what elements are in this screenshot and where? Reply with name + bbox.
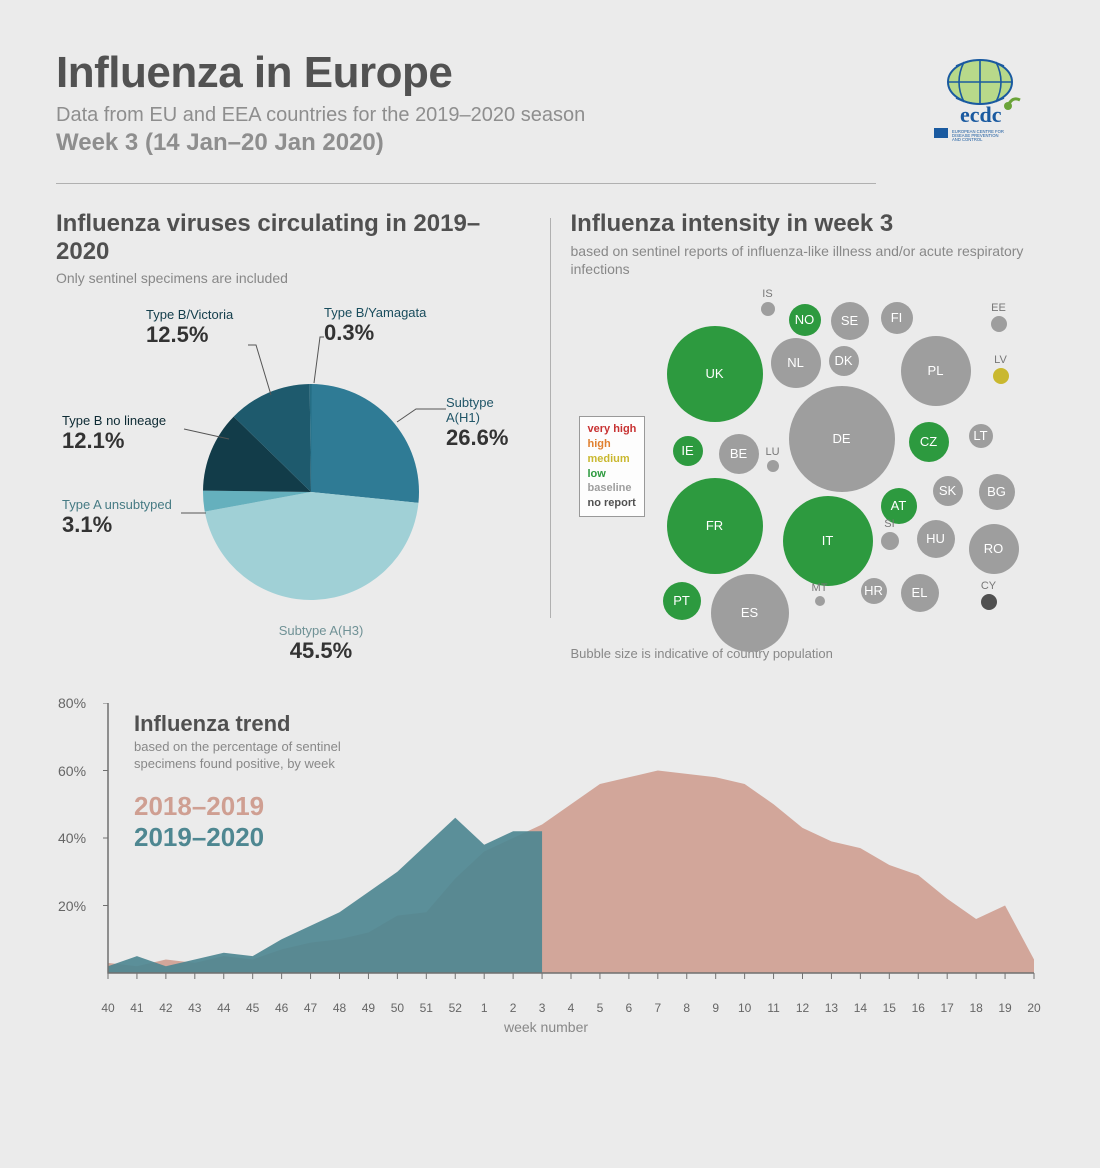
trend-xlabel: week number bbox=[504, 1019, 588, 1035]
ecdc-logo: ecdc EUROPEAN CENTRE FOR DISEASE PREVENT… bbox=[924, 54, 1044, 144]
pie-title: Influenza viruses circulating in 2019–20… bbox=[56, 210, 530, 265]
country-bubble-hr: HR bbox=[861, 578, 887, 604]
bubble-title: Influenza intensity in week 3 bbox=[571, 210, 1045, 238]
country-bubble-de: DE bbox=[789, 386, 895, 492]
country-bubble-no: NO bbox=[789, 304, 821, 336]
country-bubble-it: IT bbox=[783, 496, 873, 586]
country-bubble-cy bbox=[981, 594, 997, 610]
country-bubble-ie: IE bbox=[673, 436, 703, 466]
trend-chart: Influenza trend based on the percentage … bbox=[56, 703, 1036, 1033]
subtitle-source: Data from EU and EEA countries for the 2… bbox=[56, 104, 1044, 127]
country-label: LV bbox=[994, 354, 1007, 366]
country-bubble-pt: PT bbox=[663, 582, 701, 620]
pie-label: Type A unsubtyped3.1% bbox=[62, 497, 172, 538]
pie-label: Subtype A(H3)45.5% bbox=[279, 623, 364, 664]
pie-slice bbox=[310, 384, 312, 492]
intensity-legend: very highhighmediumlowbaselineno report bbox=[579, 416, 646, 517]
country-bubble-si bbox=[881, 532, 899, 550]
pie-chart: Subtype A(H1)26.6% Subtype A(H3)45.5% Type… bbox=[56, 297, 526, 677]
country-bubble-cz: CZ bbox=[909, 422, 949, 462]
country-bubble-dk: DK bbox=[829, 346, 859, 376]
pie-label: Type B no lineage12.1% bbox=[62, 413, 166, 454]
svg-text:AND CONTROL: AND CONTROL bbox=[952, 137, 983, 142]
pie-caption: Only sentinel specimens are included bbox=[56, 269, 530, 287]
pie-panel: Influenza viruses circulating in 2019–20… bbox=[56, 210, 530, 677]
country-label: MT bbox=[812, 582, 828, 594]
header: Influenza in Europe Data from EU and EEA… bbox=[56, 48, 1044, 157]
subtitle-week: Week 3 (14 Jan–20 Jan 2020) bbox=[56, 129, 1044, 157]
country-label: CY bbox=[981, 580, 996, 592]
country-bubble-pl: PL bbox=[901, 336, 971, 406]
bubble-caption: based on sentinel reports of influenza-l… bbox=[571, 242, 1045, 278]
divider bbox=[56, 183, 876, 184]
country-bubble-se: SE bbox=[831, 302, 869, 340]
pie-slice bbox=[203, 417, 311, 492]
country-bubble-fr: FR bbox=[667, 478, 763, 574]
pie-slice bbox=[311, 384, 419, 503]
country-bubble-bg: BG bbox=[979, 474, 1015, 510]
pie-slice bbox=[205, 492, 419, 600]
pie-label: Subtype A(H1)26.6% bbox=[446, 395, 526, 451]
pie-label: Type B/Victoria12.5% bbox=[146, 307, 233, 348]
country-bubble-lt: LT bbox=[969, 424, 993, 448]
trend-series bbox=[108, 771, 1034, 974]
bubble-footnote: Bubble size is indicative of country pop… bbox=[571, 646, 1045, 661]
country-bubble-be: BE bbox=[719, 434, 759, 474]
country-bubble-ee bbox=[991, 316, 1007, 332]
country-bubble-fi: FI bbox=[881, 302, 913, 334]
country-bubble-lv bbox=[993, 368, 1009, 384]
pie-slice bbox=[234, 384, 311, 492]
page-title: Influenza in Europe bbox=[56, 48, 1044, 98]
country-label: LU bbox=[765, 446, 779, 458]
country-bubble-ro: RO bbox=[969, 524, 1019, 574]
country-bubble-es: ES bbox=[711, 574, 789, 652]
bubble-panel: Influenza intensity in week 3 based on s… bbox=[571, 210, 1045, 677]
bubble-chart: ISNOSEFIEEUKNLDKPLLVIEBEDECZLTLUFRITATSK… bbox=[571, 296, 1041, 636]
pie-slice bbox=[203, 491, 311, 512]
svg-text:ecdc: ecdc bbox=[960, 102, 1002, 127]
country-label: SI bbox=[884, 518, 894, 530]
country-bubble-sk: SK bbox=[933, 476, 963, 506]
country-bubble-el: EL bbox=[901, 574, 939, 612]
country-bubble-uk: UK bbox=[667, 326, 763, 422]
country-bubble-mt bbox=[815, 596, 825, 606]
country-bubble-hu: HU bbox=[917, 520, 955, 558]
country-bubble-nl: NL bbox=[771, 338, 821, 388]
country-bubble-lu bbox=[767, 460, 779, 472]
country-label: IS bbox=[762, 288, 772, 300]
pie-label: Type B/Yamagata0.3% bbox=[324, 305, 426, 346]
country-label: EE bbox=[991, 302, 1006, 314]
trend-series bbox=[108, 818, 542, 973]
panel-separator bbox=[550, 218, 551, 618]
country-bubble-is bbox=[761, 302, 775, 316]
